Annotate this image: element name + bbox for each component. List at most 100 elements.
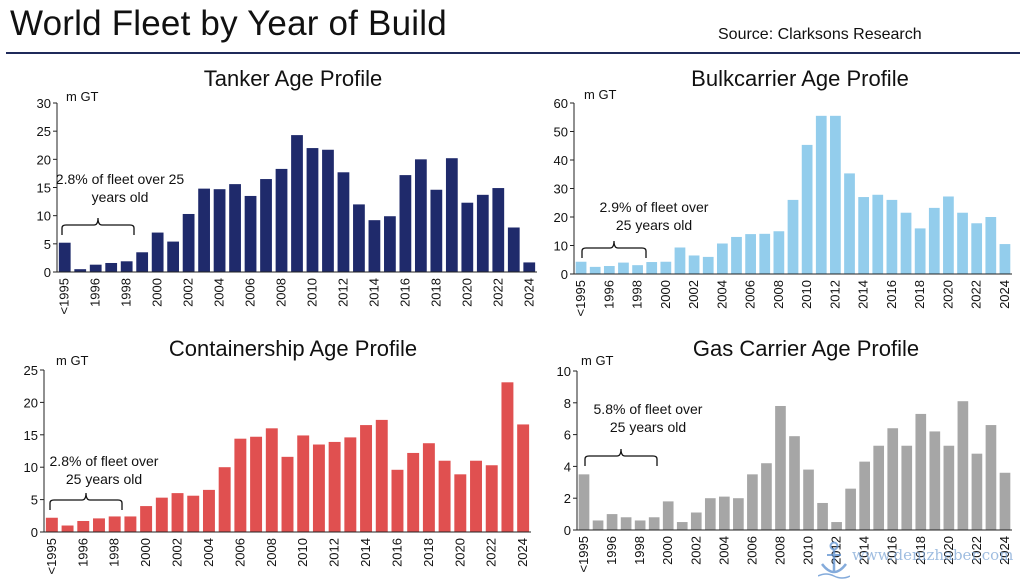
bulkcarrier-xtick-label: 2006	[743, 280, 758, 309]
bulkcarrier-xtick-label: 1996	[601, 280, 616, 309]
tanker-annotation-text: years old	[92, 189, 149, 205]
containership-xtick-label: 1998	[107, 538, 122, 567]
containership-bar	[187, 495, 200, 532]
containership-bar	[407, 452, 420, 532]
tanker-bar	[399, 175, 412, 272]
tanker-unit-label: m GT	[66, 89, 99, 104]
containership-ytick-label: 0	[31, 525, 38, 540]
bulkcarrier-ytick-label: 10	[554, 239, 568, 254]
bulkcarrier-bar	[603, 266, 615, 274]
bulkcarrier-bar	[815, 115, 827, 274]
bulkcarrier-bar	[759, 233, 771, 274]
containership-ytick-label: 5	[31, 493, 38, 508]
gascarrier-bar	[845, 488, 856, 530]
tanker-bar	[353, 204, 365, 272]
tanker-xtick-label: <1995	[57, 278, 72, 315]
bulkcarrier-bar	[900, 212, 912, 274]
containership-bar	[281, 456, 294, 532]
gascarrier-xtick-label: 1996	[604, 536, 619, 565]
containership-title: Containership Age Profile	[169, 336, 417, 361]
containership-bar	[391, 469, 404, 532]
gascarrier-xtick-label: 2018	[913, 536, 928, 565]
tanker-ytick-label: 10	[37, 209, 51, 224]
containership-xtick-label: 2024	[515, 538, 530, 567]
tanker-xtick-label: 2000	[150, 278, 165, 307]
bulkcarrier-bar	[745, 234, 756, 274]
page-title: World Fleet by Year of Build	[10, 4, 447, 43]
bulkcarrier-bar	[688, 255, 700, 274]
containership-bar	[171, 493, 184, 532]
gascarrier-bar	[789, 436, 800, 530]
containership-bar	[328, 441, 341, 532]
containership-bar	[501, 382, 514, 532]
gascarrier-bar	[775, 405, 786, 530]
tanker-bar	[89, 264, 102, 272]
gascarrier-bar	[817, 502, 828, 530]
bulkcarrier-unit-label: m GT	[584, 87, 617, 102]
gascarrier-bar	[733, 498, 744, 530]
gascarrier-xtick-label: 2020	[941, 536, 956, 565]
containership-bar	[234, 438, 247, 532]
gascarrier-annotation-text: 5.8% of fleet over	[594, 401, 703, 417]
tanker-ytick-label: 5	[44, 237, 51, 252]
tanker-bar	[120, 261, 133, 272]
bulkcarrier-bar	[773, 231, 785, 274]
tanker-xtick-label: 2008	[274, 278, 289, 307]
containership-xtick-label: 2002	[170, 538, 185, 567]
containership-bar	[344, 437, 357, 532]
tanker-bar	[260, 179, 272, 272]
gascarrier-bar	[901, 445, 913, 530]
watermark: www.denizhaber.com	[818, 540, 1014, 580]
tanker-annotation-brace	[61, 217, 135, 235]
bulkcarrier-xtick-label: 2000	[658, 280, 673, 309]
containership-xtick-label: 2000	[138, 538, 153, 567]
bulkcarrier-bar	[646, 262, 658, 274]
gascarrier-bar	[943, 445, 955, 530]
bulkcarrier-annotation-brace	[581, 240, 647, 258]
gascarrier-unit-label: m GT	[581, 353, 614, 368]
gascarrier-xtick-label: 2002	[688, 536, 703, 565]
containership-bar	[155, 497, 168, 532]
source-label: Source: Clarksons Research	[718, 26, 922, 43]
containership-bar	[297, 435, 310, 532]
gascarrier-bar	[676, 522, 688, 530]
gascarrier-bar	[620, 517, 632, 530]
gascarrier-ytick-label: 8	[564, 396, 571, 411]
containership-bar	[140, 506, 153, 532]
tanker-xtick-label: 2018	[428, 278, 443, 307]
tanker-ytick-label: 25	[37, 124, 51, 139]
containership-ytick-label: 20	[24, 395, 38, 410]
containership-bar	[218, 467, 231, 532]
containership-bar	[360, 425, 373, 532]
tanker-bar	[291, 135, 303, 272]
containership-bar	[45, 517, 58, 532]
gascarrier-xtick-label: 2022	[969, 536, 984, 565]
containership-bar	[312, 444, 325, 532]
gascarrier-xtick-label: <1995	[576, 536, 591, 573]
gascarrier-bar	[719, 496, 730, 530]
containership-xtick-label: 2006	[232, 538, 247, 567]
containership-bar	[77, 520, 90, 532]
bulkcarrier-bar	[702, 256, 714, 274]
bulkcarrier-xtick-label: 2014	[856, 280, 871, 309]
bulkcarrier-bar	[632, 265, 643, 274]
containership-bar	[202, 489, 215, 532]
gascarrier-ytick-label: 4	[564, 459, 571, 474]
containership-bar	[422, 443, 435, 532]
title-divider	[6, 52, 1020, 54]
containership-bar	[124, 516, 137, 532]
tanker-bar	[523, 262, 536, 272]
containership-xtick-label: 1996	[75, 538, 90, 567]
bulkcarrier-title: Bulkcarrier Age Profile	[691, 66, 909, 91]
containership-annotation-text: 25 years old	[66, 471, 142, 487]
tanker-bar	[492, 188, 505, 272]
containership-xtick-label: 2018	[421, 538, 436, 567]
containership-xtick-label: 2004	[201, 538, 216, 567]
bulkcarrier-xtick-label: 1998	[630, 280, 645, 309]
gascarrier-bar	[690, 512, 702, 530]
bulkcarrier-bar	[858, 197, 870, 274]
tanker-bar	[74, 269, 87, 272]
tanker-bar	[198, 188, 210, 272]
containership-annotation-brace	[49, 492, 123, 510]
